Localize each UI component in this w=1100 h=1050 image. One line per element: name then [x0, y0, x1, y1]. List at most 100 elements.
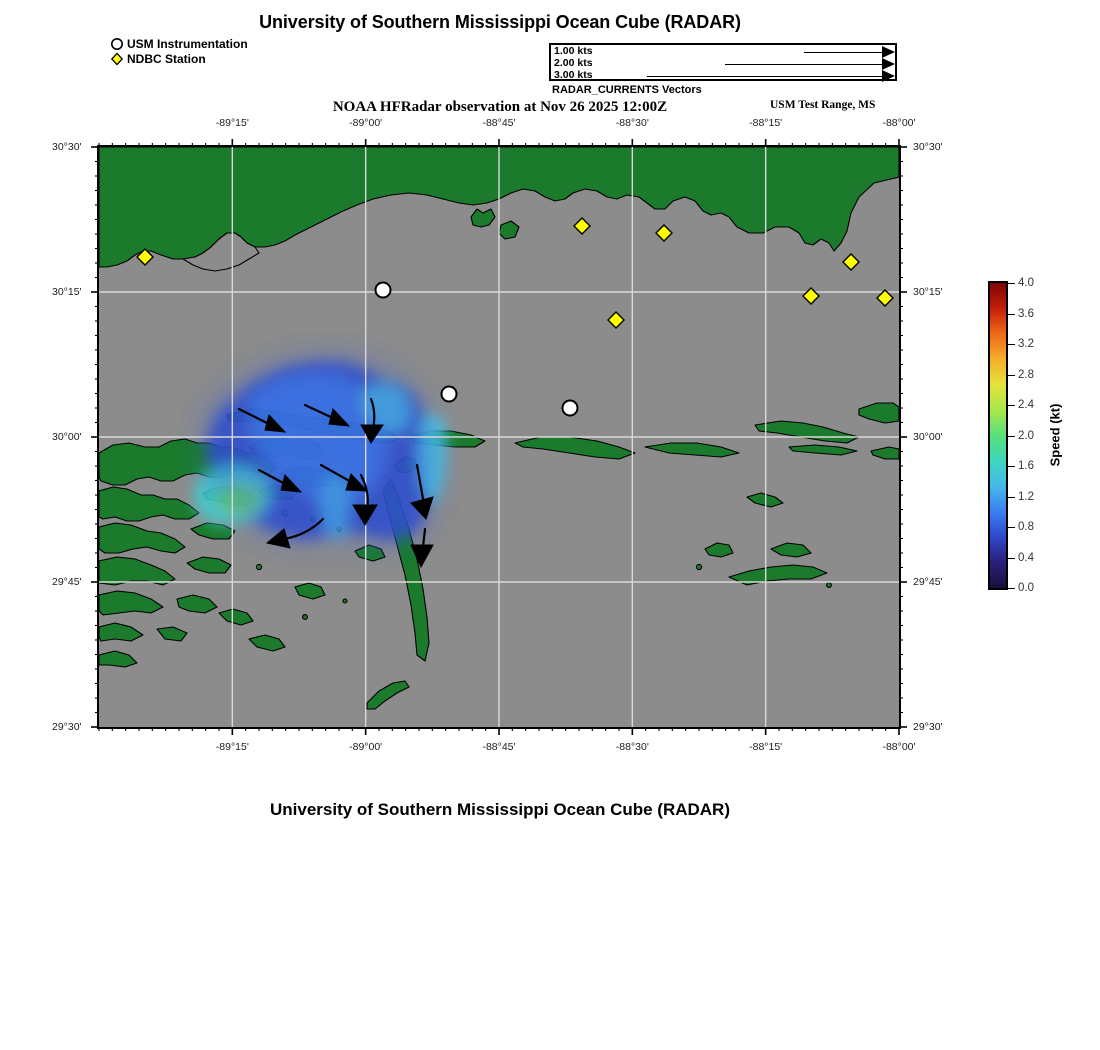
colorbar-tick	[1008, 588, 1015, 589]
legend-label-ndbc: NDBC Station	[127, 52, 206, 66]
usm-station-layer	[374, 281, 579, 417]
vector-scale-legend: 1.00 kts 2.00 kts 3.00 kts	[549, 43, 897, 82]
symbol-legend: USM Instrumentation NDBC Station	[110, 37, 248, 67]
colorbar-tick	[1008, 496, 1015, 498]
current-vector	[352, 473, 378, 526]
x-tick-label-bottom: -89°00'	[349, 741, 383, 753]
y-tick-label-right: 30°00'	[913, 431, 943, 443]
vector-scale-row: 3.00 kts	[551, 69, 895, 82]
x-tick-label-top: -88°15'	[749, 117, 783, 129]
colorbar-tick	[1008, 527, 1015, 528]
vector-scale-shaft	[804, 52, 882, 53]
bay-inlet-west	[182, 232, 260, 272]
vector-scale-label: 3.00 kts	[554, 69, 593, 81]
ndbc-station-marker	[876, 289, 894, 307]
colorbar-tick-label: 3.2	[1018, 338, 1034, 350]
vector-scale-arrowhead	[882, 46, 895, 58]
colorbar-tick	[1008, 557, 1015, 559]
colorbar-tick	[1008, 435, 1015, 437]
dauphin-island-east	[858, 402, 899, 424]
current-vector	[303, 403, 351, 427]
colorbar-tick	[1008, 283, 1015, 284]
y-tick-label-left: 30°30'	[52, 141, 82, 153]
current-vector	[319, 463, 369, 492]
ndbc-station-marker	[655, 224, 673, 242]
usm-station-marker	[561, 399, 579, 417]
vector-scale-caption: RADAR_CURRENTS Vectors	[552, 84, 702, 96]
colorbar-tick	[1008, 344, 1015, 345]
map-clip	[99, 147, 899, 727]
vector-scale-arrowhead	[882, 70, 895, 82]
colorbar[interactable]: 4.0 3.6 3.2 2.8 2.4 2.0 1.6 1.2 0.8 0.4 0.0	[988, 277, 1034, 594]
vector-scale-row: 2.00 kts	[551, 57, 895, 70]
ms-sound-islet-1	[788, 444, 858, 456]
current-vector	[237, 407, 287, 433]
ndbc-station-marker	[607, 311, 625, 329]
vector-scale-shaft	[647, 76, 882, 77]
legend-label-usm: USM Instrumentation	[127, 37, 248, 51]
colorbar-tick	[1008, 405, 1015, 406]
vector-scale-row: 1.00 kts	[551, 45, 895, 58]
colorbar-tick-label: 1.2	[1018, 490, 1034, 503]
map-canvas[interactable]	[97, 145, 901, 729]
y-tick-label-right: 29°30'	[913, 721, 943, 733]
ndbc-station-marker	[136, 248, 154, 266]
ndbc-station-marker	[842, 253, 860, 271]
x-tick-label-top: -89°00'	[349, 117, 383, 129]
page-title: University of Southern Mississippi Ocean…	[259, 12, 741, 32]
x-tick-label-bottom: -88°45'	[482, 741, 516, 753]
y-tick-label-left: 30°15'	[52, 286, 82, 298]
colorbar-tick-label: 0.0	[1018, 582, 1034, 594]
east-islet-c	[770, 542, 812, 558]
x-tick-label-top: -88°00'	[882, 117, 916, 129]
x-tick-label-bottom: -88°30'	[615, 741, 649, 753]
map-layers	[99, 147, 899, 727]
usm-station-marker	[374, 281, 392, 299]
vector-scale-arrowhead	[882, 58, 895, 70]
ndbc-station-layer	[136, 217, 894, 329]
y-tick-label-left: 29°45'	[52, 576, 82, 588]
colorbar-tick	[1008, 313, 1015, 315]
usm-station-marker	[440, 385, 458, 403]
x-tick-label-bottom: -88°00'	[882, 741, 916, 753]
east-islet-b	[704, 542, 734, 558]
x-tick-label-bottom: -89°15'	[215, 741, 249, 753]
graticule-layer	[99, 147, 899, 727]
colorbar-title: Speed (kt)	[1047, 403, 1063, 467]
footer-title: University of Southern Mississippi Ocean…	[269, 800, 730, 819]
petit-bois-island	[644, 442, 740, 458]
x-tick-label-top: -88°45'	[482, 117, 516, 129]
current-vector-layer	[237, 397, 434, 569]
vector-scale-shaft	[725, 64, 882, 65]
ndbc-station-marker	[573, 217, 591, 235]
colorbar-tick-label: 2.0	[1018, 429, 1034, 442]
y-tick-label-right: 29°45'	[913, 576, 943, 588]
chandeleur-south	[366, 680, 410, 710]
colorbar-tick	[1008, 466, 1015, 467]
legend-item-ndbc-station: NDBC Station	[110, 52, 248, 66]
current-vector	[257, 468, 303, 493]
vector-scale-label: 1.00 kts	[554, 45, 593, 57]
colorbar-tick-label: 3.6	[1018, 307, 1034, 320]
y-tick-label-left: 29°30'	[52, 721, 82, 733]
circle-marker-icon	[110, 37, 124, 51]
y-tick-label-right: 30°30'	[913, 141, 943, 153]
colorbar-tick-label: 4.0	[1018, 277, 1034, 289]
colorbar-tick-label: 1.6	[1018, 460, 1034, 472]
colorbar-tick	[1008, 374, 1015, 376]
map-subtitle: NOAA HFRadar observation at Nov 26 2025 …	[332, 99, 668, 115]
current-vector	[265, 517, 325, 549]
ms-sound-islet-2	[870, 446, 899, 460]
speed-patch-halo	[199, 353, 443, 549]
x-tick-label-top: -88°30'	[615, 117, 649, 129]
island-chain-north	[470, 208, 496, 228]
radar-speed-field	[193, 353, 447, 549]
diamond-marker-icon	[110, 52, 124, 66]
region-label: USM Test Range, MS	[770, 99, 876, 111]
x-tick-label-top: -89°15'	[215, 117, 249, 129]
ndbc-station-marker	[802, 287, 820, 305]
current-vector	[410, 463, 434, 520]
y-tick-label-left: 30°00'	[52, 431, 82, 443]
colorbar-tick-label: 2.4	[1018, 399, 1034, 411]
